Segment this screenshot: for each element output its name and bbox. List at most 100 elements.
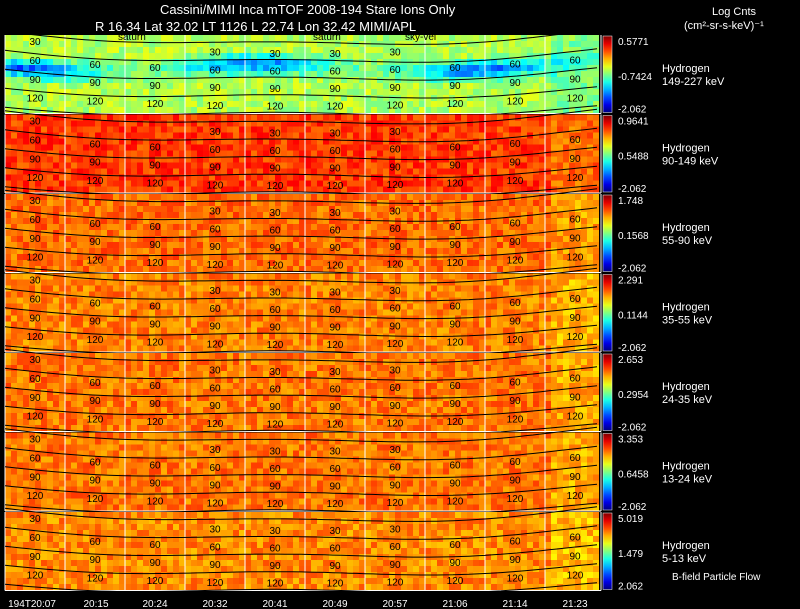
heatmap-cell <box>197 180 203 187</box>
heatmap-cell <box>479 236 485 242</box>
heatmap-cell <box>245 89 251 95</box>
heatmap-cell <box>257 285 263 292</box>
heatmap-cell <box>95 236 101 242</box>
heatmap-cell <box>35 132 41 139</box>
heatmap-cell <box>185 71 191 77</box>
heatmap-cell <box>185 101 191 107</box>
heatmap-cell <box>479 194 485 200</box>
heatmap-cell <box>539 266 545 272</box>
heatmap-cell <box>431 260 437 266</box>
heatmap-cell <box>353 248 359 254</box>
heatmap-cell <box>503 315 509 322</box>
heatmap-cell <box>47 266 53 272</box>
heatmap-cell <box>311 297 317 304</box>
heatmap-cell <box>293 162 299 169</box>
heatmap-cell <box>353 180 359 187</box>
heatmap-cell <box>377 156 383 163</box>
heatmap-cell <box>485 162 491 169</box>
heatmap-cell <box>41 291 47 298</box>
heatmap-cell <box>155 248 161 254</box>
heatmap-cell <box>107 126 113 133</box>
heatmap-cell <box>107 248 113 254</box>
heatmap-cell <box>251 83 257 89</box>
heatmap-cell <box>65 95 71 101</box>
heatmap-cell <box>5 101 11 107</box>
heatmap-cell <box>167 168 173 175</box>
heatmap-cell <box>191 200 197 206</box>
heatmap-cell <box>269 71 275 77</box>
heatmap-cell <box>71 180 77 187</box>
pitch-label: 120 <box>387 180 404 191</box>
heatmap-cell <box>359 321 365 328</box>
heatmap-cell <box>137 71 143 77</box>
heatmap-cell <box>197 156 203 163</box>
heatmap-cell <box>35 83 41 89</box>
heatmap-cell <box>167 65 173 71</box>
heatmap-cell <box>89 126 95 133</box>
heatmap-cell <box>185 200 191 206</box>
heatmap-cell <box>215 206 221 212</box>
heatmap-cell <box>203 89 209 95</box>
heatmap-cell <box>419 144 425 151</box>
heatmap-cell <box>179 77 185 83</box>
heatmap-cell <box>53 200 59 206</box>
heatmap-cell <box>179 144 185 151</box>
heatmap-cell <box>137 59 143 65</box>
heatmap-cell <box>431 107 437 113</box>
heatmap-cell <box>101 156 107 163</box>
heatmap-cell <box>275 315 281 322</box>
heatmap-cell <box>53 138 59 145</box>
heatmap-cell <box>515 309 521 316</box>
heatmap-cell <box>239 248 245 254</box>
heatmap-cell <box>41 236 47 242</box>
heatmap-cell <box>551 260 557 266</box>
heatmap-cell <box>161 266 167 272</box>
heatmap-cell <box>173 321 179 328</box>
heatmap-cell <box>167 107 173 113</box>
heatmap-cell <box>485 95 491 101</box>
heatmap-cell <box>17 168 23 175</box>
heatmap-cell <box>113 315 119 322</box>
heatmap-cell <box>473 138 479 145</box>
heatmap-cell <box>575 291 581 298</box>
heatmap-cell <box>539 95 545 101</box>
heatmap-cell <box>479 200 485 206</box>
heatmap-cell <box>533 236 539 242</box>
heatmap-cell <box>95 218 101 224</box>
heatmap-cell <box>239 174 245 181</box>
heatmap-cell <box>449 114 455 121</box>
heatmap-cell <box>467 150 473 157</box>
heatmap-cell <box>443 242 449 248</box>
heatmap-cell <box>5 212 11 218</box>
heatmap-cell <box>539 174 545 181</box>
heatmap-cell <box>527 230 533 236</box>
heatmap-cell <box>155 150 161 157</box>
heatmap-cell <box>59 230 65 236</box>
pitch-label: 120 <box>267 102 284 113</box>
heatmap-cell <box>449 186 455 193</box>
heatmap-cell <box>107 230 113 236</box>
heatmap-cell <box>563 162 569 169</box>
heatmap-cell <box>347 297 353 304</box>
heatmap-cell <box>467 132 473 139</box>
heatmap-cell <box>287 180 293 187</box>
heatmap-cell <box>533 120 539 127</box>
heatmap-cell <box>131 83 137 89</box>
heatmap-cell <box>173 77 179 83</box>
heatmap-cell <box>587 35 593 41</box>
heatmap-cell <box>191 126 197 133</box>
heatmap-cell <box>95 230 101 236</box>
heatmap-cell <box>257 144 263 151</box>
heatmap-cell <box>137 83 143 89</box>
pitch-label: 60 <box>149 222 161 233</box>
heatmap-cell <box>551 291 557 298</box>
heatmap-cell <box>581 224 587 230</box>
heatmap-cell <box>209 273 215 280</box>
heatmap-cell <box>557 303 563 310</box>
species-label: Hydrogen <box>662 142 710 154</box>
heatmap-cell <box>227 248 233 254</box>
heatmap-cell <box>293 242 299 248</box>
heatmap-cell <box>305 206 311 212</box>
heatmap-cell <box>209 309 215 316</box>
heatmap-cell <box>515 144 521 151</box>
